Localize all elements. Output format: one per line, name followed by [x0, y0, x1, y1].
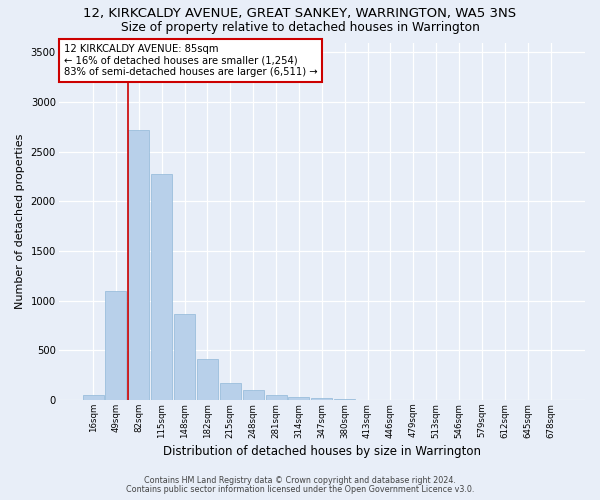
Y-axis label: Number of detached properties: Number of detached properties	[15, 134, 25, 309]
Bar	[266, 395, 287, 400]
Bar	[106, 290, 127, 400]
X-axis label: Distribution of detached houses by size in Warrington: Distribution of detached houses by size …	[163, 444, 481, 458]
Bar	[311, 398, 332, 400]
Text: Size of property relative to detached houses in Warrington: Size of property relative to detached ho…	[121, 21, 479, 34]
Bar	[128, 130, 149, 400]
Bar	[83, 395, 104, 400]
Text: Contains HM Land Registry data © Crown copyright and database right 2024.: Contains HM Land Registry data © Crown c…	[144, 476, 456, 485]
Bar	[151, 174, 172, 400]
Bar	[220, 382, 241, 400]
Bar	[289, 397, 310, 400]
Text: Contains public sector information licensed under the Open Government Licence v3: Contains public sector information licen…	[126, 485, 474, 494]
Bar	[197, 358, 218, 400]
Text: 12, KIRKCALDY AVENUE, GREAT SANKEY, WARRINGTON, WA5 3NS: 12, KIRKCALDY AVENUE, GREAT SANKEY, WARR…	[83, 8, 517, 20]
Text: 12 KIRKCALDY AVENUE: 85sqm
← 16% of detached houses are smaller (1,254)
83% of s: 12 KIRKCALDY AVENUE: 85sqm ← 16% of deta…	[64, 44, 317, 78]
Bar	[174, 314, 195, 400]
Bar	[242, 390, 263, 400]
